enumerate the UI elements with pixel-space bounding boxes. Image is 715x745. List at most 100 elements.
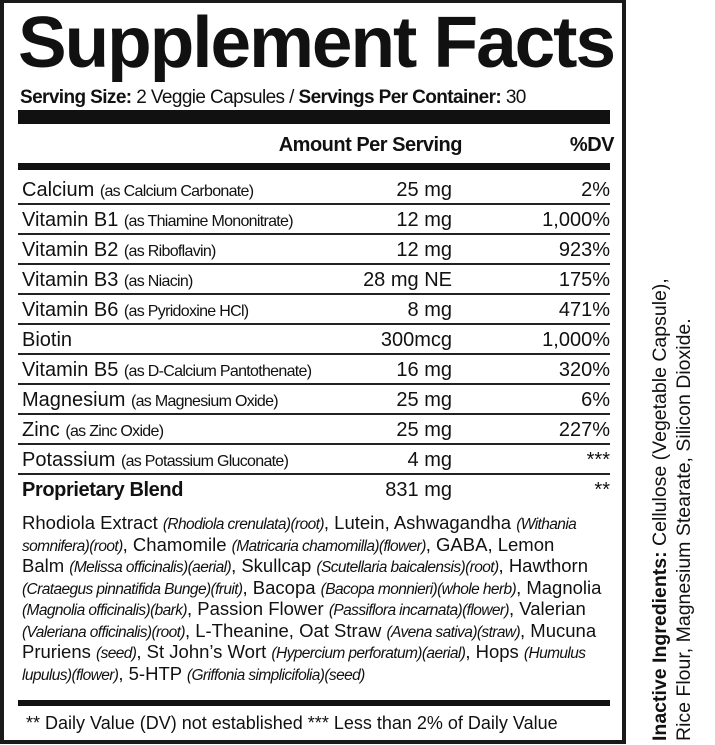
blend-line: (Crataegus pinnatifida Bunge)(fruit), Ba…: [22, 577, 601, 599]
ingredient-text: , Magnolia: [516, 576, 602, 598]
ingredient-text: , Lutein, Ashwagandha: [323, 512, 517, 533]
nutrient-dv: **: [594, 479, 610, 501]
ingredient-text: , Bacopa: [242, 576, 321, 598]
blend-line: lupulus)(flower), 5-HTP (Griffonia simpl…: [22, 663, 601, 685]
nutrient-name: Vitamin B6 (as Pyridoxine HCl): [22, 298, 249, 324]
nutrient-dv: 923%: [558, 239, 610, 261]
botanical-source: (Melissa officinalis)(aerial): [69, 559, 232, 576]
nutrient-name: Vitamin B3 (as Niacin): [22, 268, 193, 294]
servings-per-container-label: Servings Per Container:: [298, 87, 502, 108]
nutrient-label: Biotin: [22, 329, 73, 351]
panel-title: Supplement Facts: [18, 3, 616, 83]
nutrient-label: Vitamin B1: [22, 209, 119, 231]
nutrient-amount: 16 mg: [396, 359, 452, 381]
botanical-source: (Scutellaria baicalensis)(root): [316, 559, 499, 576]
table-row: Vitamin B2 (as Riboflavin) 12 mg 923%: [18, 235, 610, 265]
nutrient-dv: ***: [586, 449, 610, 471]
blend-line: Balm (Melissa officinalis)(aerial), Skul…: [22, 555, 601, 577]
botanical-source: (Rhodiola crenulata)(root): [162, 516, 325, 533]
table-row: Potassium (as Potassium Gluconate) 4 mg **…: [18, 445, 610, 475]
inactive-label: Inactive Ingredients:: [649, 551, 671, 741]
nutrient-amount: 28 mg NE: [363, 269, 452, 291]
nutrient-name: Proprietary Blend: [22, 478, 183, 502]
inactive-line-2: Rice Flour, Magnesium Stearate, Silicon …: [673, 318, 695, 741]
nutrient-label: Proprietary Blend: [22, 479, 184, 501]
ingredient-text: Balm: [22, 555, 70, 576]
nutrient-name: Calcium (as Calcium Carbonate): [22, 178, 254, 204]
ingredient-text: , Hops: [465, 641, 524, 662]
ingredient-text: Pruriens: [22, 641, 97, 662]
nutrient-source: (as Riboflavin): [123, 243, 216, 260]
ingredient-text: , Valerian: [508, 598, 586, 619]
nutrient-name: Potassium (as Potassium Gluconate): [22, 448, 289, 474]
table-row: Calcium (as Calcium Carbonate) 25 mg 2%: [18, 175, 610, 205]
nutrient-name: Magnesium (as Magnesium Oxide): [22, 388, 279, 414]
proprietary-blend-ingredients: Rhodiola Extract (Rhodiola crenulata)(ro…: [22, 512, 601, 684]
nutrient-amount: 25 mg: [396, 419, 452, 441]
nutrient-dv: 175%: [558, 269, 610, 291]
serving-size-label: Serving Size:: [20, 87, 132, 108]
nutrient-source: (as D-Calcium Pantothenate): [123, 363, 312, 380]
blend-line: Rhodiola Extract (Rhodiola crenulata)(ro…: [22, 512, 601, 534]
amount-header: Amount Per Serving: [278, 134, 463, 156]
footer-divider: [18, 700, 610, 706]
blend-line: somnifera)(root), Chamomile (Matricaria …: [22, 534, 601, 556]
nutrient-label: Zinc: [22, 419, 60, 441]
table-row: Vitamin B1 (as Thiamine Mononitrate) 12 m…: [18, 205, 610, 235]
botanical-source: (Crataegus pinnatifida Bunge)(fruit): [22, 580, 243, 598]
nutrient-name: Vitamin B2 (as Riboflavin): [22, 238, 216, 264]
botanical-source: (Withania: [516, 516, 577, 533]
nutrient-dv: 6%: [581, 389, 610, 411]
dv-header: %DV: [569, 134, 615, 156]
inactive-line-1: Cellulose (Vegetable Capsule),: [649, 278, 671, 552]
botanical-source: (Magnolia officinalis)(bark): [22, 602, 188, 619]
thick-divider: [18, 110, 610, 124]
nutrient-amount: 25 mg: [396, 389, 452, 411]
ingredient-text: , Hawthorn: [498, 555, 589, 576]
botanical-source: (Matricaria chamomilla)(flower): [231, 537, 427, 555]
serving-info: Serving Size: 2 Veggie Capsules / Servin…: [20, 87, 526, 109]
nutrient-label: Magnesium: [22, 389, 126, 411]
botanical-source: lupulus)(flower): [22, 666, 119, 684]
nutrient-source: (as Niacin): [123, 273, 193, 290]
nutrient-source: (as Pyridoxine HCl): [123, 303, 249, 320]
nutrient-dv: 471%: [558, 299, 610, 321]
botanical-source: (Griffonia simplicifolia)(seed): [186, 666, 365, 684]
nutrient-dv: 227%: [558, 419, 610, 441]
ingredient-text: , Mucuna: [520, 619, 597, 641]
nutrient-dv: 1,000%: [542, 209, 610, 231]
nutrient-amount: 12 mg: [396, 209, 452, 231]
inactive-ingredients: Inactive Ingredients: Cellulose (Vegetab…: [648, 141, 696, 741]
ingredient-text: , 5-HTP: [118, 662, 187, 684]
ingredient-text: , L-Theanine, Oat Straw: [184, 619, 387, 641]
nutrient-dv: 320%: [558, 359, 610, 381]
table-row: Proprietary Blend 831 mg **: [18, 475, 610, 507]
botanical-source: (Humulus: [523, 645, 586, 662]
botanical-source: somnifera)(root): [22, 537, 123, 555]
nutrient-source: (as Calcium Carbonate): [99, 183, 254, 200]
botanical-source: (seed): [96, 645, 137, 662]
nutrient-dv: 1,000%: [542, 329, 610, 351]
nutrient-name: Zinc (as Zinc Oxide): [22, 418, 164, 444]
nutrient-source: (as Zinc Oxide): [65, 423, 164, 440]
blend-line: Pruriens (seed), St John’s Wort (Hyperci…: [22, 641, 601, 663]
table-row: Zinc (as Zinc Oxide) 25 mg 227%: [18, 415, 610, 445]
nutrient-source: (as Magnesium Oxide): [130, 393, 279, 410]
supplement-facts-panel: Supplement Facts Serving Size: 2 Veggie …: [0, 0, 626, 744]
ingredient-text: , St John’s Wort: [136, 641, 272, 662]
nutrient-amount: 4 mg: [407, 449, 452, 471]
nutrient-amount: 12 mg: [396, 239, 452, 261]
table-row: Vitamin B6 (as Pyridoxine HCl) 8 mg 471%: [18, 295, 610, 325]
nutrient-name: Vitamin B5 (as D-Calcium Pantothenate): [22, 358, 312, 384]
ingredient-text: , GABA, Lemon: [425, 533, 555, 555]
nutrient-amount: 25 mg: [396, 179, 452, 201]
nutrient-name: Biotin: [22, 328, 72, 352]
ingredient-text: , Skullcap: [231, 555, 317, 576]
blend-line: (Valeriana officinalis)(root), L-Theanin…: [22, 620, 601, 642]
nutrient-label: Vitamin B2: [22, 239, 119, 261]
ingredient-text: , Chamomile: [122, 533, 232, 555]
botanical-source: (Passiflora incarnata)(flower): [328, 602, 510, 619]
footnote: ** Daily Value (DV) not established *** …: [26, 713, 558, 733]
nutrient-amount: 300mcg: [380, 329, 452, 351]
nutrient-label: Potassium: [22, 449, 116, 471]
